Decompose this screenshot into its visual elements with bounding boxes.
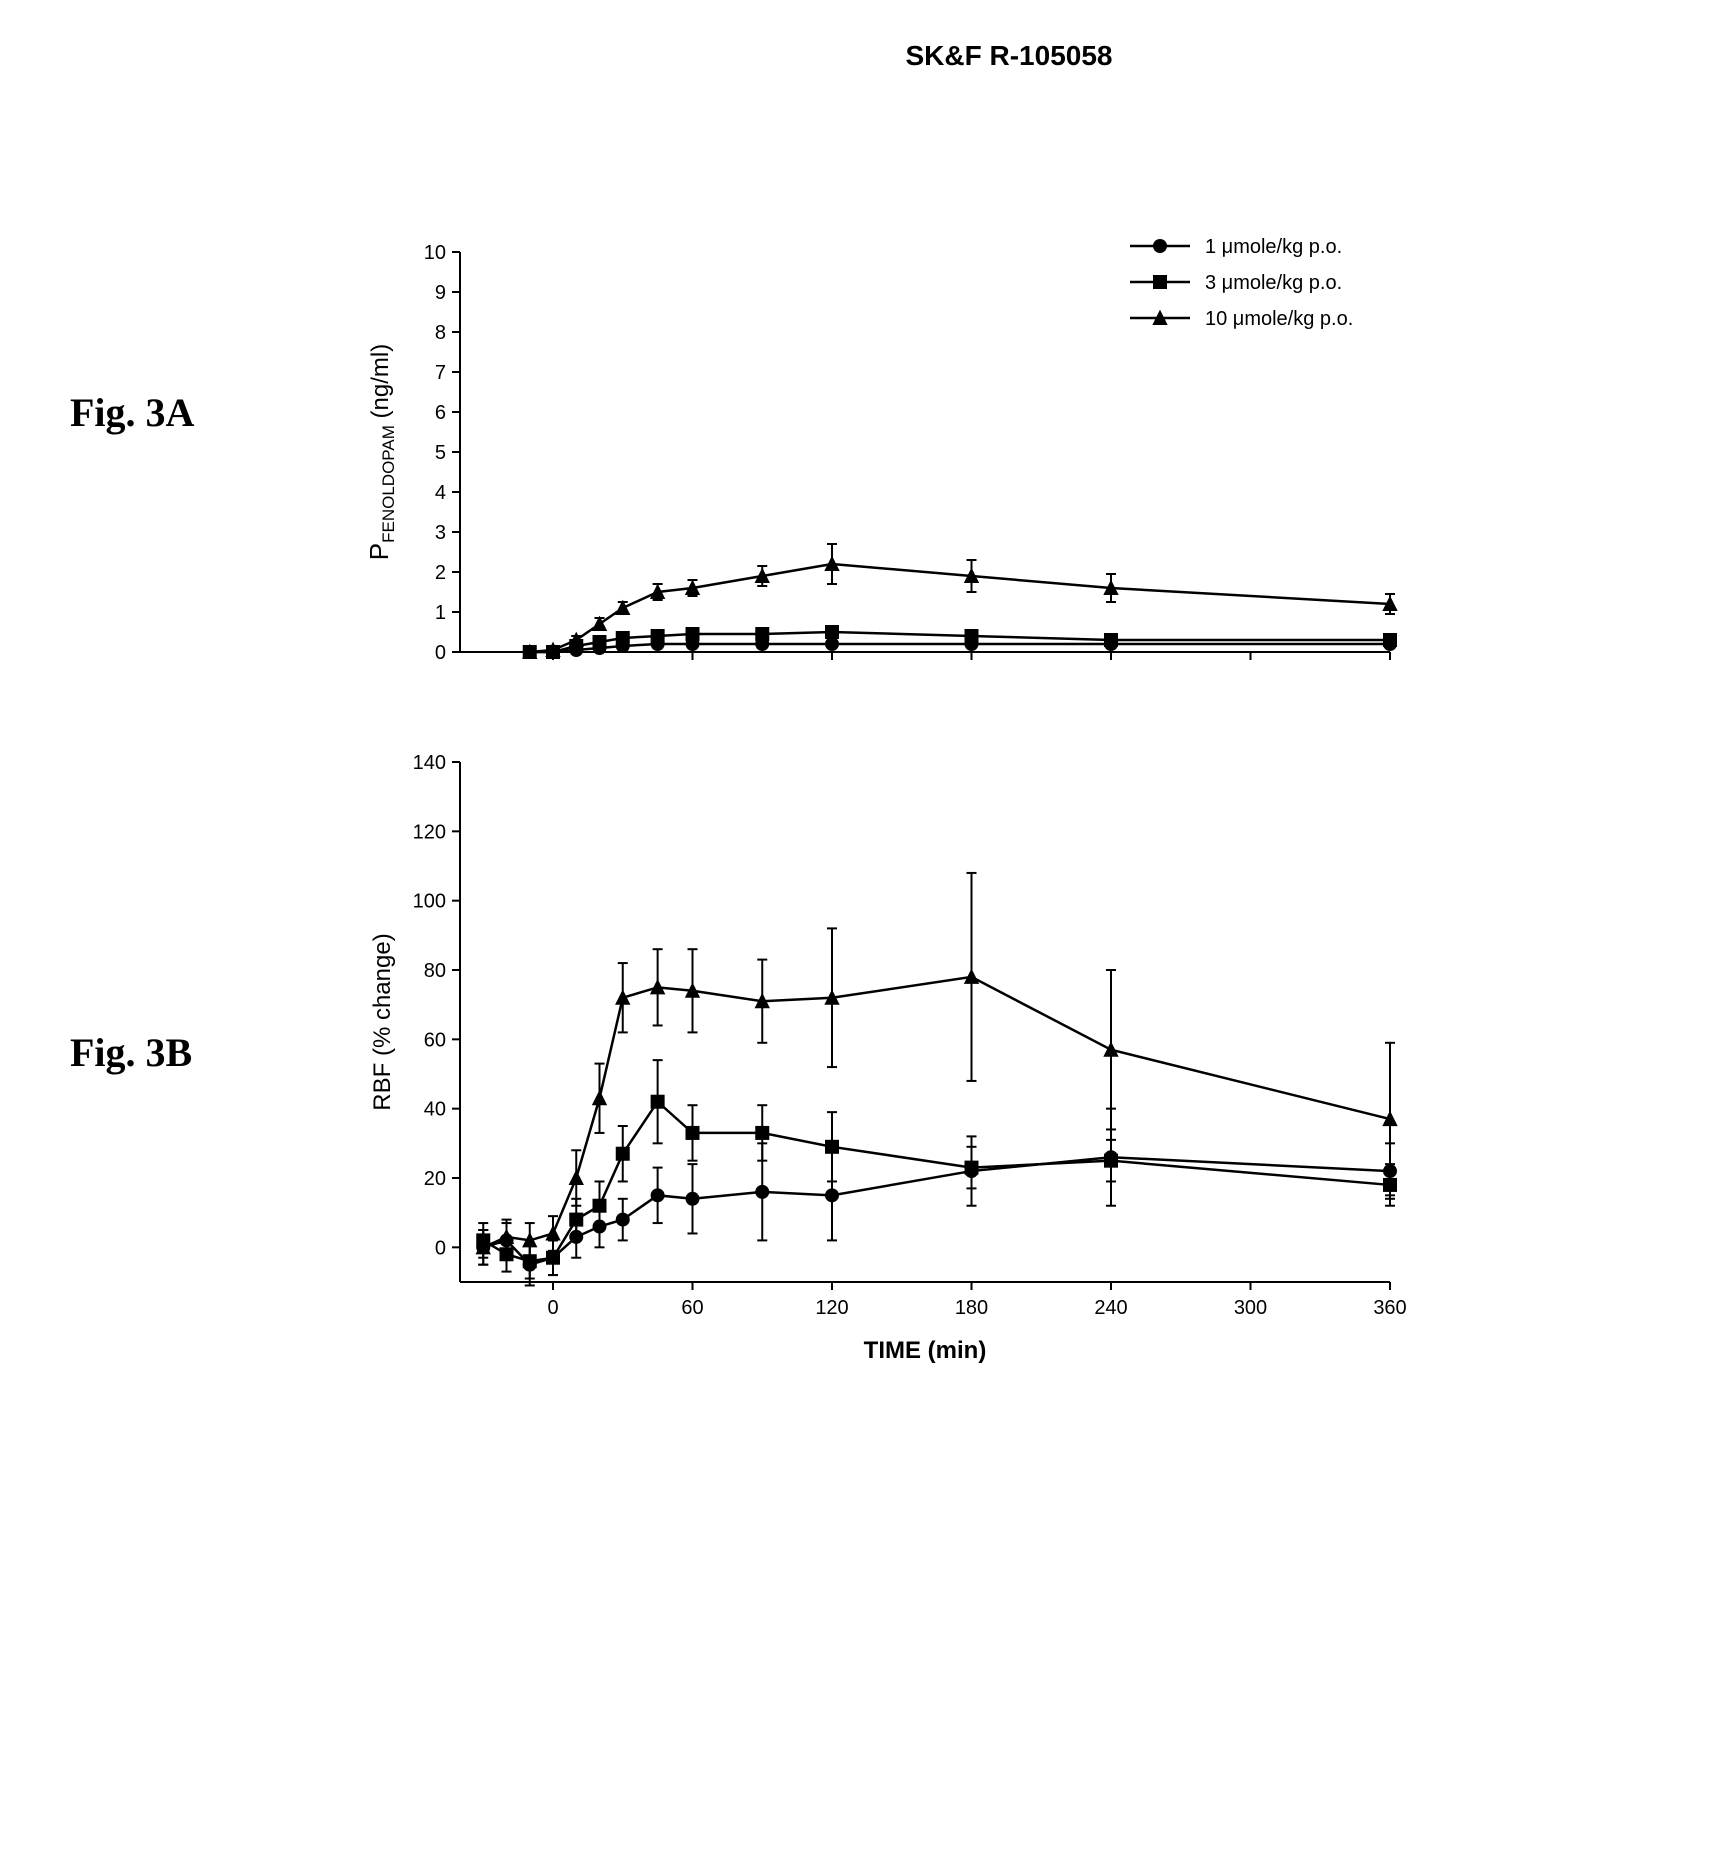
- svg-text:2: 2: [435, 562, 446, 584]
- chart-a: 0 1 2 3 4 5 6 7 8 9 10 PFENOLDOPAM (ng/ml) 1 μmole/k…: [330, 132, 1430, 692]
- svg-text:6: 6: [435, 402, 446, 424]
- svg-text:3 μmole/kg p.o.: 3 μmole/kg p.o.: [1205, 272, 1342, 294]
- svg-text:60: 60: [681, 1297, 703, 1319]
- figure-b-label: Fig. 3B: [40, 1029, 330, 1076]
- svg-text:10: 10: [424, 242, 446, 264]
- svg-text:5: 5: [435, 442, 446, 464]
- svg-text:0: 0: [547, 1297, 558, 1319]
- page-title: SK&F R-105058: [340, 40, 1678, 72]
- svg-text:9: 9: [435, 282, 446, 304]
- svg-text:PFENOLDOPAM (ng/ml): PFENOLDOPAM (ng/ml): [364, 344, 398, 560]
- svg-text:80: 80: [424, 960, 446, 982]
- svg-text:100: 100: [413, 891, 446, 913]
- svg-text:0: 0: [435, 1237, 446, 1259]
- svg-text:120: 120: [815, 1297, 848, 1319]
- svg-text:1 μmole/kg p.o.: 1 μmole/kg p.o.: [1205, 236, 1342, 258]
- svg-text:10 μmole/kg p.o.: 10 μmole/kg p.o.: [1205, 308, 1353, 330]
- figure-a-row: Fig. 3A 0 1 2 3 4 5 6 7 8 9 10 PFENOLDOPAM (ng/ml) 1…: [40, 132, 1678, 692]
- svg-text:240: 240: [1094, 1297, 1127, 1319]
- svg-text:180: 180: [955, 1297, 988, 1319]
- chart-b: 0 20 40 60 80 100 120 140 0 60 120 180 240 300 360 TIME…: [330, 732, 1430, 1372]
- svg-text:60: 60: [424, 1029, 446, 1051]
- svg-text:40: 40: [424, 1099, 446, 1121]
- svg-text:120: 120: [413, 821, 446, 843]
- svg-text:360: 360: [1373, 1297, 1406, 1319]
- svg-text:3: 3: [435, 522, 446, 544]
- svg-text:7: 7: [435, 362, 446, 384]
- svg-text:8: 8: [435, 322, 446, 344]
- svg-text:0: 0: [435, 642, 446, 664]
- svg-text:300: 300: [1234, 1297, 1267, 1319]
- svg-text:4: 4: [435, 482, 446, 504]
- svg-text:20: 20: [424, 1168, 446, 1190]
- figure-a-label: Fig. 3A: [40, 389, 330, 436]
- svg-text:140: 140: [413, 752, 446, 774]
- figure-b-row: Fig. 3B 0 20 40 60 80 100 120 140 0 60 120 180 240 30…: [40, 732, 1678, 1372]
- svg-text:TIME (min): TIME (min): [864, 1337, 987, 1364]
- svg-text:1: 1: [435, 602, 446, 624]
- svg-text:RBF (% change): RBF (% change): [369, 933, 396, 1110]
